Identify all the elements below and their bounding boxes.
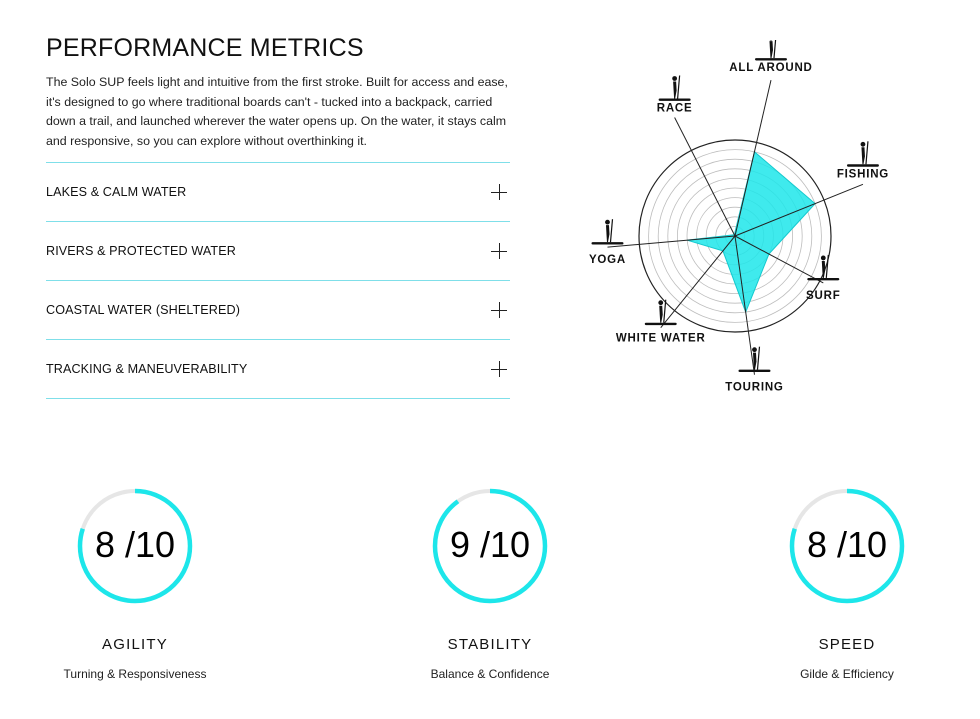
plus-icon[interactable] bbox=[491, 184, 507, 200]
radar-area bbox=[687, 150, 816, 314]
section-title: PERFORMANCE METRICS bbox=[46, 34, 364, 62]
metric-description: Balance & Confidence bbox=[430, 667, 550, 681]
radar-icons bbox=[591, 40, 879, 373]
radar-axis-label: ALL AROUND bbox=[729, 62, 812, 74]
radar-spoke bbox=[607, 235, 736, 248]
accordion-item-label: TRACKING & MANEUVERABILITY bbox=[46, 362, 248, 376]
metric-speed: 8 /10 SPEED Gilde & Efficiency bbox=[747, 486, 947, 681]
plus-icon[interactable] bbox=[491, 302, 507, 318]
radar-axis-label: TOURING bbox=[725, 382, 783, 394]
yoga-icon bbox=[591, 219, 624, 245]
accordion-item-lakes[interactable]: LAKES & CALM WATER bbox=[46, 163, 510, 222]
radar-axis-label: YOGA bbox=[589, 254, 626, 266]
metric-name: AGILITY bbox=[102, 636, 168, 653]
metric-score: 8 /10 bbox=[806, 524, 888, 565]
metric-score: 8 /10 bbox=[94, 524, 176, 565]
metric-description: Turning & Responsiveness bbox=[63, 667, 207, 681]
radar-axis-label: FISHING bbox=[837, 168, 889, 180]
accordion-item-coastal[interactable]: COASTAL WATER (SHELTERED) bbox=[46, 281, 510, 340]
all-around-paddler-icon bbox=[754, 40, 787, 61]
radar-grid-ring bbox=[667, 168, 803, 304]
metric-name: STABILITY bbox=[447, 636, 533, 653]
metric-stability: 9 /10 STABILITY Balance & Confidence bbox=[390, 486, 590, 681]
gauge-fill bbox=[432, 488, 548, 604]
radar-axis-label: WHITE WATER bbox=[616, 333, 706, 345]
gauge-fill bbox=[789, 488, 905, 604]
gauge-fill bbox=[77, 488, 193, 604]
radar-spoke bbox=[734, 79, 772, 237]
section-intro: The Solo SUP feels light and intuitive f… bbox=[46, 75, 508, 148]
radar-axis-label: RACE bbox=[657, 102, 693, 114]
accordion-item-tracking[interactable]: TRACKING & MANEUVERABILITY bbox=[46, 340, 510, 399]
fishing-icon bbox=[846, 141, 879, 167]
radar-grid-ring bbox=[657, 158, 813, 314]
accordion-item-rivers[interactable]: RIVERS & PROTECTED WATER bbox=[46, 222, 510, 281]
radar-spoke bbox=[734, 183, 864, 237]
metric-score: 9 /10 bbox=[449, 524, 531, 565]
plus-icon[interactable] bbox=[491, 243, 507, 259]
radar-axis-label: SURF bbox=[806, 290, 841, 302]
white-water-icon bbox=[644, 299, 677, 326]
radar-spokes bbox=[607, 79, 864, 375]
metric-description: Gilde & Efficiency bbox=[800, 667, 894, 681]
radar-grid-ring bbox=[648, 149, 822, 323]
radar-spoke bbox=[674, 117, 736, 237]
radar-grid-ring bbox=[638, 139, 832, 333]
plus-icon[interactable] bbox=[491, 361, 507, 377]
agility-gauge bbox=[77, 488, 193, 604]
radar-chart: ALL AROUND FISHING SURF TOURING WHITE WATER Y… bbox=[589, 40, 889, 394]
stability-gauge bbox=[432, 488, 548, 604]
radar-spoke bbox=[734, 235, 824, 284]
accordion-item-label: RIVERS & PROTECTED WATER bbox=[46, 244, 236, 258]
metric-name: SPEED bbox=[818, 636, 876, 653]
speed-gauge bbox=[789, 488, 905, 604]
accordion-item-label: LAKES & CALM WATER bbox=[46, 185, 187, 199]
metric-agility: 8 /10 AGILITY Turning & Responsiveness bbox=[35, 486, 235, 681]
radar-labels: ALL AROUND FISHING SURF TOURING WHITE WATER Y… bbox=[589, 62, 889, 394]
radar-spoke bbox=[660, 235, 736, 329]
surf-icon bbox=[807, 254, 840, 281]
radar-spoke bbox=[734, 235, 755, 375]
touring-paddler-icon bbox=[738, 346, 771, 373]
radar-grid-ring bbox=[676, 177, 793, 294]
race-paddler-icon bbox=[658, 75, 691, 101]
accordion: LAKES & CALM WATER RIVERS & PROTECTED WA… bbox=[46, 162, 510, 399]
accordion-item-label: COASTAL WATER (SHELTERED) bbox=[46, 303, 240, 317]
